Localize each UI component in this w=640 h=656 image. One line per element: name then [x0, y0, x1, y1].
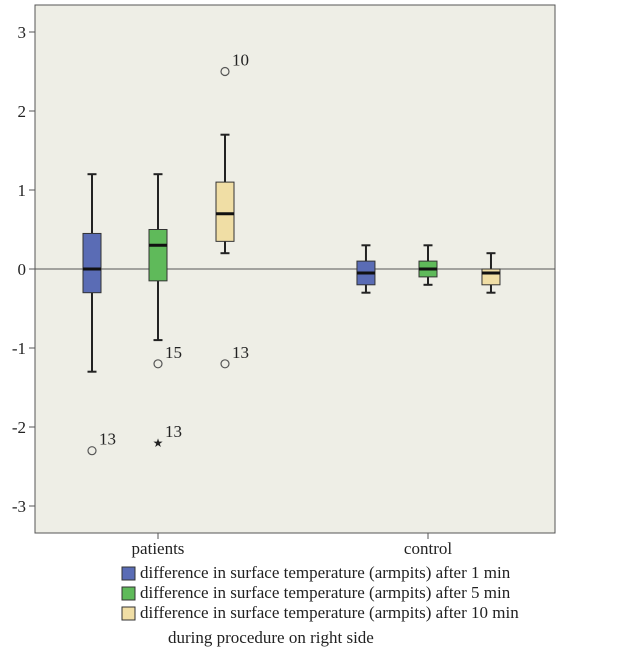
y-tick-label: 2 — [18, 102, 27, 121]
legend-caption: during procedure on right side — [168, 628, 374, 647]
x-tick-label-patients: patients — [132, 539, 185, 558]
y-tick-label: -3 — [12, 497, 26, 516]
legend-swatch — [121, 606, 136, 621]
outlier-label: 10 — [232, 51, 249, 70]
box-control-series-2 — [418, 244, 438, 286]
legend-swatch — [121, 566, 136, 581]
x-axis: patients control — [132, 533, 452, 558]
x-tick-label-control: control — [404, 539, 452, 558]
y-tick-label: 0 — [18, 260, 27, 279]
y-tick-label: -2 — [12, 418, 26, 437]
box-patients-series-2: 15 ★13 — [148, 173, 182, 450]
y-axis: 3 2 1 0 -1 -2 -3 — [12, 23, 35, 516]
box-patients-series-3: 10 13 — [215, 51, 249, 369]
outlier-label: 13 — [232, 343, 249, 362]
outlier-label: 13 — [99, 430, 116, 449]
legend: difference in surface temperature (armpi… — [121, 563, 519, 647]
outlier-marker — [87, 446, 97, 456]
outlier-marker — [153, 359, 163, 369]
outlier-star-marker: ★ — [153, 436, 164, 450]
outlier-label: 15 — [165, 343, 182, 362]
outlier-marker — [220, 66, 230, 77]
outlier-label: 13 — [165, 422, 182, 441]
box-iqr — [215, 181, 235, 242]
box-iqr — [481, 268, 501, 286]
legend-label: difference in surface temperature (armpi… — [140, 583, 511, 602]
box-iqr — [148, 229, 168, 282]
legend-label: difference in surface temperature (armpi… — [140, 563, 511, 582]
box-iqr — [82, 232, 102, 294]
outlier-marker — [220, 359, 230, 369]
legend-label: difference in surface temperature (armpi… — [140, 603, 519, 622]
box-control-series-1 — [356, 244, 376, 294]
y-tick-label: 3 — [18, 23, 27, 42]
y-tick-label: -1 — [12, 339, 26, 358]
box-patients-series-1: 13 — [82, 173, 116, 456]
y-tick-label: 1 — [18, 181, 27, 200]
box-control-series-3 — [481, 252, 501, 294]
legend-swatch — [121, 586, 136, 601]
